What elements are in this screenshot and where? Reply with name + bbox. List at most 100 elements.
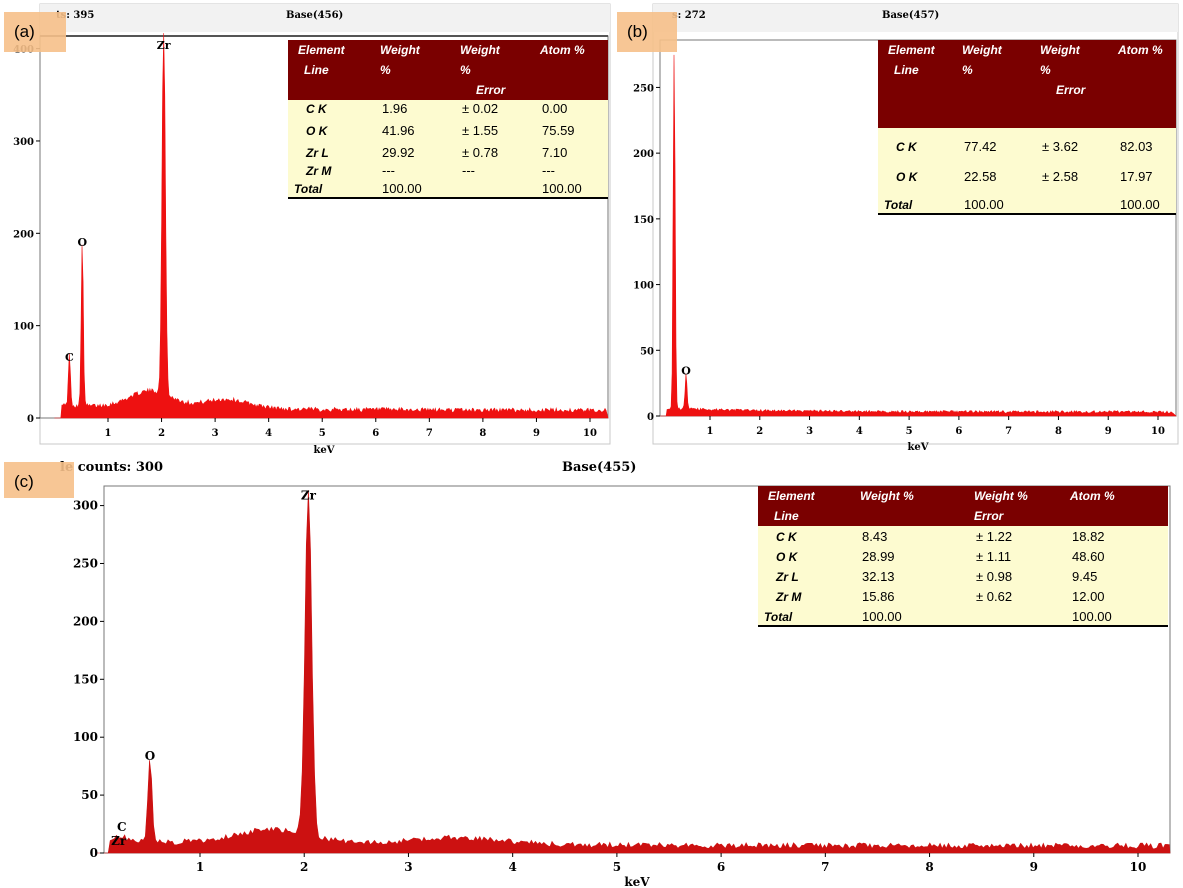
table-row-label: Zr L xyxy=(775,570,799,584)
table-header-bg xyxy=(288,40,608,100)
header-line: Error xyxy=(476,83,507,97)
table-cell: --- xyxy=(462,163,475,178)
table-cell: 75.59 xyxy=(542,123,575,138)
peak-label: O xyxy=(145,749,155,763)
y-tick-label: 200 xyxy=(13,229,34,240)
table-row-label: C K xyxy=(896,140,918,154)
x-tick-label: 8 xyxy=(479,428,486,439)
x-tick-label: 7 xyxy=(426,428,433,439)
y-tick-label: 200 xyxy=(633,149,654,160)
x-tick-label: 5 xyxy=(906,426,913,437)
y-tick-label: 150 xyxy=(633,215,654,226)
y-tick-label: 200 xyxy=(73,614,98,628)
table-cell: ± 0.62 xyxy=(976,589,1012,604)
table-cell: ± 0.98 xyxy=(976,569,1012,584)
x-tick-label: 6 xyxy=(372,428,379,439)
spectrum-area xyxy=(95,490,1171,854)
table-row-label: Zr M xyxy=(775,590,802,604)
x-tick-label: 3 xyxy=(212,428,219,439)
header-line: Atom % xyxy=(539,43,585,57)
header-line: Line xyxy=(774,509,799,523)
panel-a: ts: 395Base(456)010020030040012345678910… xyxy=(4,3,611,456)
table-header-cell: Element Line xyxy=(888,43,936,77)
table-header-cell: Weight% xyxy=(962,43,1003,77)
table-cell: 32.13 xyxy=(862,569,895,584)
x-tick-label: 2 xyxy=(756,426,763,437)
x-tick-label: 9 xyxy=(1030,860,1038,874)
x-tick-label: 5 xyxy=(613,860,621,874)
table-row-label: Zr M xyxy=(305,164,332,178)
table-header-cell: Element Line xyxy=(298,43,346,77)
table-header-cell: Weight % xyxy=(860,489,914,503)
table-header-cell: Atom % xyxy=(1069,489,1115,503)
x-tick-label: 1 xyxy=(707,426,714,437)
table-cell: 100.00 xyxy=(1072,609,1112,624)
table-row-label: O K xyxy=(306,124,329,138)
header-line: Weight % xyxy=(974,489,1028,503)
x-tick-label: 4 xyxy=(856,426,863,437)
header-line: Weight xyxy=(380,43,421,57)
table-cell: 17.97 xyxy=(1120,169,1153,184)
table-cell: 0.00 xyxy=(542,101,567,116)
peak-label: Zr xyxy=(157,39,171,52)
table-cell: ± 0.78 xyxy=(462,145,498,160)
x-tick-label: 5 xyxy=(319,428,326,439)
table-header-cell: Weight % Error xyxy=(1040,43,1087,97)
base-label: Base(456) xyxy=(286,10,343,21)
x-tick-label: 9 xyxy=(1105,426,1112,437)
y-tick-label: 250 xyxy=(73,556,98,570)
header-line: Element xyxy=(888,43,936,57)
x-tick-label: 9 xyxy=(533,428,540,439)
header-line: Line xyxy=(894,63,919,77)
table-header-cell: Element Line xyxy=(768,489,816,523)
header-line: Atom % xyxy=(1117,43,1163,57)
table-cell: ± 1.55 xyxy=(462,123,498,138)
table-body-bg xyxy=(288,100,608,198)
header-line: Line xyxy=(304,63,329,77)
x-tick-label: 4 xyxy=(508,860,516,874)
y-tick-label: 300 xyxy=(73,499,98,513)
table-cell: 100.00 xyxy=(542,181,582,196)
table-body-bg xyxy=(878,128,1176,214)
counts-label: s: 272 xyxy=(672,10,706,21)
table-row-label: Total xyxy=(764,610,793,624)
y-tick-label: 50 xyxy=(81,788,98,802)
x-tick-label: 10 xyxy=(583,428,597,439)
x-tick-label: 8 xyxy=(925,860,933,874)
header-line: Weight xyxy=(1040,43,1081,57)
spectrum-area xyxy=(54,33,609,419)
header-line: Atom % xyxy=(1069,489,1115,503)
table-cell: 18.82 xyxy=(1072,529,1105,544)
table-header-cell: Weight% xyxy=(380,43,421,77)
x-tick-label: 7 xyxy=(821,860,829,874)
panel-b: s: 272 Base(457) 0 50 100 150 200 250 1 2 3 4 5 6 7 8 9 1… xyxy=(617,3,1179,453)
table-cell: --- xyxy=(382,163,395,178)
panel-label-bg xyxy=(4,12,66,52)
table-header-cell: Atom % xyxy=(539,43,585,57)
x-tick-label: 10 xyxy=(1151,426,1165,437)
peak-label: C xyxy=(117,820,127,834)
table-row-label: O K xyxy=(896,170,919,184)
table-cell: 48.60 xyxy=(1072,549,1105,564)
x-axis-label: keV xyxy=(313,445,334,456)
y-tick-label: 250 xyxy=(633,83,654,94)
header-line: % xyxy=(460,63,471,77)
table-cell: ± 3.62 xyxy=(1042,139,1078,154)
table-cell: ± 0.02 xyxy=(462,101,498,116)
table-cell: 15.86 xyxy=(862,589,895,604)
header-line: % xyxy=(1040,63,1051,77)
x-tick-label: 1 xyxy=(105,428,112,439)
y-tick-label: 100 xyxy=(13,322,34,333)
table-cell: ± 1.22 xyxy=(976,529,1012,544)
y-tick-label: 50 xyxy=(640,346,654,357)
y-tick-label: 300 xyxy=(13,137,34,148)
panel-header-band xyxy=(40,4,610,32)
y-tick-label: 0 xyxy=(27,414,34,425)
table-cell: 7.10 xyxy=(542,145,567,160)
header-line: Weight xyxy=(460,43,501,57)
table-cell: 100.00 xyxy=(862,609,902,624)
header-line: % xyxy=(380,63,391,77)
table-row-label: Total xyxy=(294,182,323,196)
